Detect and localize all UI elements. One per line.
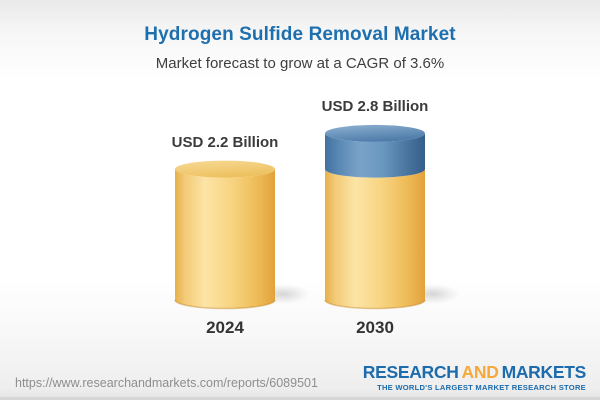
page-subtitle: Market forecast to grow at a CAGR of 3.6… [155, 55, 445, 72]
cylinder-cap-2024 [175, 160, 275, 178]
cylinder-segment-growth-2030 [325, 133, 425, 178]
cylinder-segment-base-2024 [175, 169, 275, 309]
cylinder-bottom-rim [174, 299, 276, 310]
page-title: Hydrogen Sulfide Removal Market [144, 24, 456, 45]
cylinder-bottom-rim [324, 299, 426, 310]
report-url: https://www.researchandmarkets.com/repor… [15, 376, 318, 390]
logo-wordmark: RESEARCH AND MARKETS [362, 361, 587, 382]
chart-header: Hydrogen Sulfide Removal Market Market f… [0, 0, 600, 72]
logo-word-markets: MARKETS [501, 361, 587, 382]
cylinder-cap-2030 [325, 124, 425, 142]
footer-bar: https://www.researchandmarkets.com/repor… [0, 354, 600, 400]
researchandmarkets-logo: RESEARCH AND MARKETS THE WORLD'S LARGEST M… [362, 361, 587, 392]
cylinder-segment-base-2030 [325, 169, 425, 309]
logo-word-and: AND [461, 361, 499, 382]
logo-word-research: RESEARCH [362, 361, 459, 382]
logo-tagline: THE WORLD'S LARGEST MARKET RESEARCH STOR… [377, 383, 586, 392]
